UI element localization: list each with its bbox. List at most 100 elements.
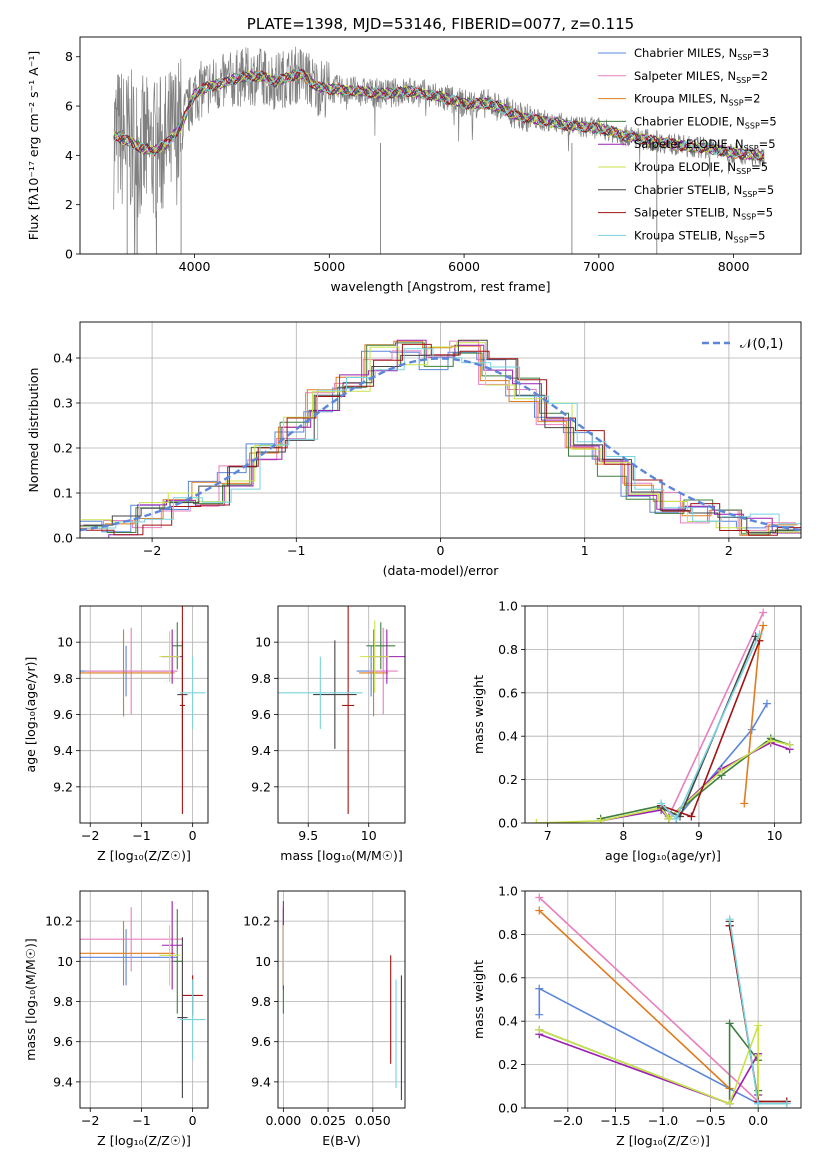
grid-mass-age bbox=[278, 606, 405, 823]
x-tick-label: 0 bbox=[189, 828, 197, 843]
y-tick-label: 9.2 bbox=[251, 779, 271, 794]
y-tick-label: 0.4 bbox=[498, 1014, 518, 1029]
axes-frame bbox=[277, 605, 406, 824]
x-tick-label: 0.050 bbox=[355, 1113, 391, 1128]
x-axis-label: wavelength [Angstrom, rest frame] bbox=[330, 279, 550, 294]
series-point-kroupa_elodie bbox=[532, 819, 541, 823]
axes-frame bbox=[79, 890, 209, 1109]
axes-frame bbox=[79, 605, 209, 824]
plot-area-age-weight bbox=[532, 608, 794, 823]
legend-label-gauss: 𝒩(0,1) bbox=[740, 337, 783, 352]
y-tick-label: 10 bbox=[57, 954, 73, 969]
plot-area-ebv-mass bbox=[282, 901, 402, 1100]
panel-z-age: −2 −1 0 9.2 9.4 9.6 9.8 10 Z [log₁₀(Z/Z☉)] age [l… bbox=[23, 605, 209, 863]
legend-label-kroupa_miles: Kroupa MILES, NSSP=2 bbox=[634, 92, 760, 108]
y-tick-label: 10 bbox=[255, 635, 271, 650]
panel-residuals: −2 −1 0 1 2 0.0 0.1 0.2 0.3 0.4 (data-model)/error… bbox=[26, 321, 802, 578]
y-tick-label: 6 bbox=[65, 99, 73, 114]
y-axis-label: Flux [fλ10⁻¹⁷ erg cm⁻² s⁻¹ A⁻¹] bbox=[26, 51, 41, 240]
x-tick-label: −1.0 bbox=[648, 1113, 678, 1128]
series-point-kroupa_stelib bbox=[755, 630, 764, 639]
y-tick-label: 10.2 bbox=[243, 914, 271, 929]
axes-frame bbox=[79, 36, 802, 255]
series-point-kroupa_elodie bbox=[664, 814, 673, 823]
y-axis-label: mass [log₁₀(M/M☉)] bbox=[23, 938, 38, 1060]
series-line-kroupa_elodie bbox=[539, 1025, 759, 1108]
panel-z-weight: −2.0 −1.5 −1.0 −0.5 0.0 0.0 0.2 0.4 0.6 0.8 1.0 Z [… bbox=[471, 884, 802, 1148]
x-axis-label: age [log₁₀(age/yr)] bbox=[605, 848, 721, 863]
x-tick-label: 1 bbox=[581, 543, 589, 558]
y-axis-label: mass weight bbox=[471, 960, 486, 1039]
x-tick-label: 9.5 bbox=[298, 828, 318, 843]
series-line-chabrier_elodie bbox=[539, 1021, 759, 1105]
y-tick-label: 10 bbox=[57, 635, 73, 650]
gaussian-curve bbox=[80, 357, 801, 532]
series-line-kroupa_elodie bbox=[536, 739, 790, 823]
x-tick-label: 8000 bbox=[718, 259, 750, 274]
y-tick-label: 0.8 bbox=[498, 642, 518, 657]
x-tick-label: 5000 bbox=[313, 259, 345, 274]
y-axis-label: mass weight bbox=[471, 675, 486, 754]
y-tick-label: 0.2 bbox=[53, 441, 73, 456]
y-tick-label: 9.6 bbox=[53, 707, 73, 722]
series-point-kroupa_elodie bbox=[766, 736, 775, 745]
x-tick-label: −1 bbox=[287, 543, 305, 558]
x-axis-label: E(B-V) bbox=[322, 1133, 361, 1148]
grid-ebv-mass bbox=[278, 891, 405, 1108]
y-tick-label: 4 bbox=[65, 148, 73, 163]
x-tick-label: −2 bbox=[81, 1113, 99, 1128]
series-line-salpeter_elodie bbox=[539, 1033, 759, 1105]
x-tick-label: 0.025 bbox=[310, 1113, 346, 1128]
x-tick-label: 0.000 bbox=[265, 1113, 301, 1128]
y-tick-label: 10 bbox=[255, 954, 271, 969]
series-line-kroupa_miles bbox=[538, 909, 731, 1090]
panel-age-weight: 7 8 9 10 0.0 0.2 0.4 0.6 0.8 1.0 age [log₁₀(age/yr… bbox=[471, 599, 802, 863]
axes-frame bbox=[524, 890, 802, 1109]
x-tick-label: 10 bbox=[767, 828, 783, 843]
x-axis-label: Z [log₁₀(Z/Z☉)] bbox=[97, 848, 191, 863]
legend: Chabrier MILES, NSSP=3 Salpeter MILES, NS… bbox=[598, 46, 777, 244]
hist-chabrier_miles bbox=[80, 350, 795, 533]
series-point-kroupa_elodie bbox=[596, 816, 605, 823]
x-tick-label: 9 bbox=[695, 828, 703, 843]
legend-label-chabrier_miles: Chabrier MILES, NSSP=3 bbox=[634, 46, 769, 62]
series-point-kroupa_stelib bbox=[657, 799, 666, 808]
x-tick-label: −1 bbox=[132, 828, 150, 843]
y-tick-label: 9.2 bbox=[53, 779, 73, 794]
x-axis-label: Z [log₁₀(Z/Z☉)] bbox=[616, 1133, 710, 1148]
x-tick-label: −0.5 bbox=[695, 1113, 725, 1128]
series-point-chabrier_elodie bbox=[725, 1019, 734, 1028]
x-tick-label: 8 bbox=[619, 828, 627, 843]
series-line-chabrier_elodie bbox=[600, 737, 790, 820]
panel-z-mass: −2 −1 0 9.4 9.6 9.8 10 10.2 Z [log₁₀(Z/Z☉)] mass … bbox=[23, 890, 209, 1148]
y-tick-label: 9.8 bbox=[251, 671, 271, 686]
legend-label-chabrier_stelib: Chabrier STELIB, NSSP=5 bbox=[634, 183, 774, 199]
y-tick-label: 0.0 bbox=[53, 531, 73, 546]
x-tick-label: 2 bbox=[725, 543, 733, 558]
panel-mass-age: 9.5 10 9.2 9.4 9.6 9.8 10 mass [log₁₀(M/M☉)] bbox=[251, 605, 406, 863]
y-tick-label: 0.2 bbox=[498, 772, 518, 787]
series-point-salpeter_stelib bbox=[687, 812, 696, 821]
x-tick-label: −1 bbox=[132, 1113, 150, 1128]
y-tick-label: 0.3 bbox=[53, 396, 73, 411]
axes-frame bbox=[277, 890, 406, 1109]
model-spectrum-kroupa_stelib bbox=[113, 68, 764, 162]
y-tick-label: 2 bbox=[65, 197, 73, 212]
y-tick-label: 0.8 bbox=[498, 927, 518, 942]
y-tick-label: 9.4 bbox=[53, 1074, 73, 1089]
y-tick-label: 0.0 bbox=[498, 816, 518, 831]
y-tick-label: 0.2 bbox=[498, 1057, 518, 1072]
y-tick-label: 0 bbox=[65, 247, 73, 262]
x-tick-label: −1.5 bbox=[600, 1113, 630, 1128]
y-tick-label: 0.6 bbox=[498, 970, 518, 985]
series-point-kroupa_elodie bbox=[754, 1051, 763, 1060]
series-point-kroupa_stelib bbox=[725, 915, 734, 924]
legend-label-salpeter_miles: Salpeter MILES, NSSP=2 bbox=[634, 69, 768, 85]
series-line-salpeter_miles bbox=[538, 896, 759, 1103]
y-tick-label: 9.6 bbox=[251, 707, 271, 722]
x-axis-label: (data-model)/error bbox=[383, 563, 500, 578]
y-tick-label: 9.8 bbox=[251, 994, 271, 1009]
series-point-kroupa_miles bbox=[759, 621, 768, 630]
series-point-salpeter_miles bbox=[759, 608, 768, 617]
grid-z-mass bbox=[80, 891, 208, 1108]
